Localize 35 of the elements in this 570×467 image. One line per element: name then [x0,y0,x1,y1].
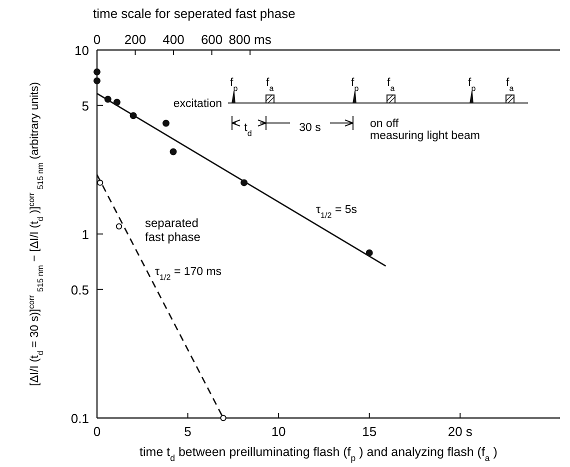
x2-tick-label: 200 [124,32,146,47]
x2-tick-label: 600 [200,32,223,47]
annotation: f$_{p}$ [230,77,238,92]
annotation: measuring light beam [370,130,480,142]
x2-tick-label: 400 [162,32,184,47]
point [94,77,100,84]
annotation: separated fast phase [145,216,201,244]
annotation: f$_{a}$ [387,77,396,92]
x2-axis-title: time scale for seperated fast phase [93,6,296,21]
annotation: t$_{d}$ [244,122,252,138]
point [94,68,100,76]
x-tick-label: 0 [93,424,101,439]
x2-tick-label: 800 ms [228,32,272,47]
x-axis-title: time t$_{d}$ between preilluminating flash (f$_{p}$) and analyzing flash (f$_{a}$) [140,445,498,463]
y-tick-label: 10 [74,43,89,58]
x-tick-label: 5 [184,424,192,439]
x-tick-label: 10 [271,424,286,439]
x-tick-label: 15 [362,424,377,439]
x-tick-label: 20 s [448,424,473,439]
y-tick-label: 5 [82,98,89,114]
annotation: f$_{a}$ [266,77,274,92]
point [170,148,177,156]
annotation: f$_{p}$ [468,77,476,92]
annotation: excitation [173,98,222,110]
annotation: 30 s [299,122,322,134]
y-tick-label: 1 [82,227,89,242]
y-tick-label: 0.5 [70,282,89,298]
annotation: f$_{a}$ [506,77,514,92]
annotation: on off [370,118,400,130]
annotation: τ$_{1/2}$ = 5s [316,204,358,220]
point [162,120,170,127]
y-tick-label: 0.1 [70,411,89,426]
annotation: f$_{p}$ [351,77,360,92]
annotation: τ$_{1/2}$ = 170 ms [155,266,222,282]
x2-tick-label: 0 [93,32,101,47]
